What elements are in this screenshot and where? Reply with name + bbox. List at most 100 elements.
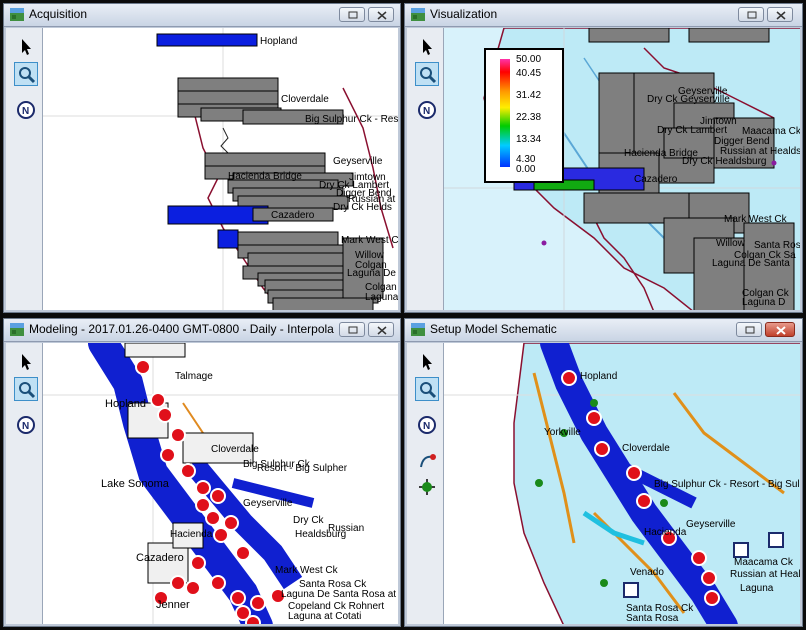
map-label: Resort - Big Sulpher: [257, 463, 348, 474]
map-label: Cloverdale: [622, 443, 670, 454]
map-label: Laguna De: [347, 268, 396, 279]
map-label: Lake Sonoma: [101, 478, 169, 490]
restore-button[interactable]: [339, 7, 365, 22]
north-arrow-icon[interactable]: N: [415, 413, 439, 437]
map-label: Laguna De Santa Rosa at: [281, 589, 397, 600]
north-arrow-icon[interactable]: N: [415, 98, 439, 122]
map-label: Big Sulphur Ck: [243, 459, 310, 470]
restore-button[interactable]: [339, 322, 365, 337]
map-label: Russian at: [348, 194, 396, 205]
toolbar: N: [407, 343, 443, 624]
legend-tick: 50.00: [516, 54, 542, 65]
app-icon: [411, 8, 425, 21]
map-label: Dry Ck: [293, 515, 324, 526]
zoom-tool[interactable]: [14, 62, 38, 86]
acquisition-map[interactable]: Hopland Cloverdale Big Sulphur Ck - Reso…: [42, 28, 398, 310]
title-bar[interactable]: Modeling - 2017.01.26-0400 GMT-0800 - Da…: [4, 319, 400, 342]
restore-button[interactable]: [738, 7, 764, 22]
map-label: Geyserville: [243, 498, 293, 509]
modeling-map[interactable]: Talmage Hopland Cloverdale Big Sulphur C…: [42, 343, 398, 624]
map-label: Russian: [328, 523, 365, 534]
window-title: Modeling - 2017.01.26-0400 GMT-0800 - Da…: [29, 322, 334, 336]
map-label: Colgan: [365, 282, 397, 293]
map-label: Geyserville: [678, 86, 728, 97]
map-label: Hacienda: [170, 529, 213, 540]
zoom-tool[interactable]: [415, 377, 439, 401]
map-label: Colgan Ck Sa: [734, 250, 796, 261]
add-node-tool[interactable]: [415, 475, 439, 499]
legend-tick: 22.38: [516, 112, 542, 123]
map-label: Mark West Ck: [341, 235, 398, 246]
legend-tick: 0.00: [516, 164, 536, 175]
draw-link-tool[interactable]: [415, 449, 439, 473]
visualization-window[interactable]: Visualization N: [404, 3, 803, 313]
modeling-window[interactable]: Modeling - 2017.01.26-0400 GMT-0800 - Da…: [3, 318, 401, 627]
map-label: Maacama Ck: [742, 126, 800, 137]
map-label: Dry Ck Lambert: [657, 125, 728, 136]
acquisition-window[interactable]: Acquisition N: [3, 3, 401, 313]
legend-tick: 4.30: [516, 154, 536, 165]
legend-color-bar: [500, 59, 510, 167]
title-bar[interactable]: Acquisition: [4, 4, 400, 27]
map-label: Jimtown: [349, 172, 386, 183]
app-icon: [10, 323, 24, 336]
north-arrow-icon[interactable]: N: [14, 413, 38, 437]
map-label: Digger Bend: [336, 188, 392, 199]
map-label: Maacama Ck: [734, 557, 793, 568]
map-label: Copeland Ck Rohnert: [288, 601, 385, 612]
close-button[interactable]: [767, 7, 793, 22]
map-label: Mark West Ck: [275, 565, 338, 576]
map-label: Hopland: [260, 36, 298, 47]
color-legend: 50.00 40.45 31.42 22.38 13.34 4.30 0.00: [484, 48, 564, 183]
app-icon: [10, 8, 24, 21]
map-label: Cazadero: [136, 552, 184, 564]
map-label: Hopland: [580, 371, 618, 382]
map-label: Santa Rosa Ck: [626, 603, 694, 614]
title-bar[interactable]: Setup Model Schematic: [405, 319, 802, 342]
map-label: Santa Rosa: [754, 240, 800, 251]
map-label: Venado: [630, 567, 664, 578]
map-label: Hacienda Bridge: [228, 171, 302, 182]
visualization-map[interactable]: 50.00 40.45 31.42 22.38 13.34 4.30 0.00 …: [443, 28, 800, 310]
svg-text:N: N: [22, 106, 29, 117]
window-title: Setup Model Schematic: [430, 322, 557, 336]
map-label: Hopland: [105, 398, 146, 410]
map-label: Russian at Healdsburg: [730, 569, 800, 580]
map-label: Russian at Healdsbu: [720, 146, 800, 157]
map-label: Santa Rosa: [626, 613, 679, 624]
north-arrow-icon[interactable]: N: [14, 98, 38, 122]
map-label: Hacienda Bridge: [624, 148, 698, 159]
restore-button[interactable]: [736, 322, 762, 337]
map-label: Dry Ck Helds: [333, 202, 392, 213]
legend-tick: 31.42: [516, 90, 542, 101]
pointer-tool[interactable]: [14, 350, 38, 374]
close-button[interactable]: [368, 322, 394, 337]
map-label: Colgan Ck: [742, 288, 789, 299]
map-label: Yorkville: [544, 427, 581, 438]
title-bar[interactable]: Visualization: [405, 4, 802, 27]
legend-tick: 40.45: [516, 68, 542, 79]
map-label: Laguna: [740, 583, 774, 594]
app-icon: [411, 323, 425, 336]
close-button[interactable]: [765, 322, 795, 337]
zoom-tool[interactable]: [14, 377, 38, 401]
map-label: Big Sulphur Ck - Resort: [305, 114, 398, 125]
pointer-tool[interactable]: [14, 35, 38, 59]
legend-tick: 13.34: [516, 134, 542, 145]
map-label: Dry Ck Geyserville: [647, 94, 730, 105]
map-label: Jimtown: [700, 116, 737, 127]
svg-text:N: N: [423, 421, 430, 432]
map-label: Willow: [355, 250, 384, 261]
pointer-tool[interactable]: [415, 35, 439, 59]
map-label: Geyserville: [333, 156, 383, 167]
map-label: Cazadero: [271, 210, 315, 221]
schematic-map[interactable]: Hopland Yorkville Cloverdale Big Sulphur…: [443, 343, 800, 624]
map-label: Mark West Ck: [724, 214, 787, 225]
map-label: Willow: [716, 238, 745, 249]
close-button[interactable]: [368, 7, 394, 22]
setup-model-schematic-window[interactable]: Setup Model Schematic N: [404, 318, 803, 627]
zoom-tool[interactable]: [415, 62, 439, 86]
window-title: Acquisition: [29, 7, 88, 21]
toolbar: N: [407, 28, 443, 310]
pointer-tool[interactable]: [415, 350, 439, 374]
